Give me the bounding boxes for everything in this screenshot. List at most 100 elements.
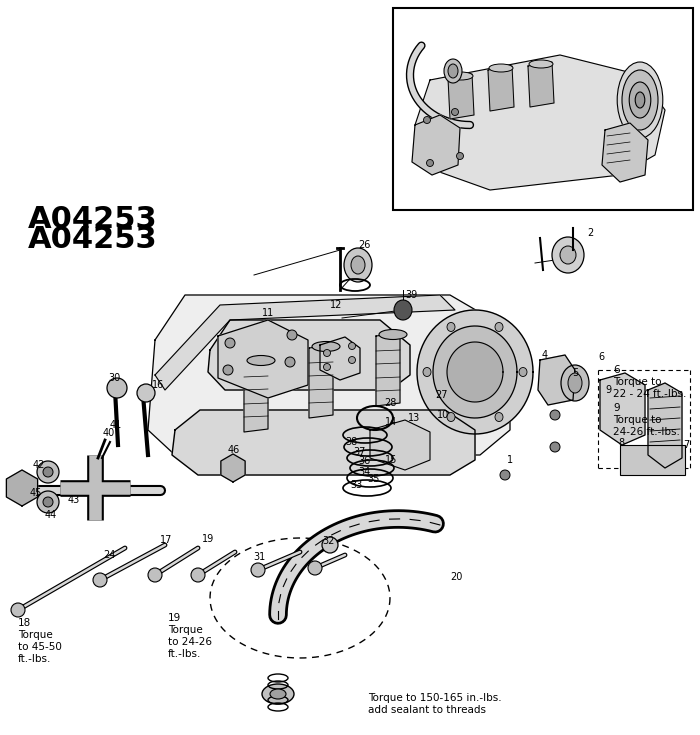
Text: 33: 33 [350, 480, 363, 490]
Ellipse shape [423, 368, 431, 376]
Polygon shape [376, 333, 400, 406]
Text: 41: 41 [110, 420, 122, 430]
Ellipse shape [11, 603, 25, 617]
Text: 15: 15 [385, 455, 398, 465]
Ellipse shape [500, 470, 510, 480]
Ellipse shape [426, 159, 433, 167]
Polygon shape [417, 310, 533, 434]
Text: 9: 9 [605, 385, 611, 395]
Ellipse shape [308, 561, 322, 575]
Ellipse shape [137, 384, 155, 402]
Polygon shape [221, 454, 245, 482]
Ellipse shape [37, 491, 59, 513]
Ellipse shape [93, 573, 107, 587]
Text: 39: 39 [405, 290, 417, 300]
Text: Torque to: Torque to [613, 377, 662, 387]
Text: 34: 34 [358, 467, 370, 477]
Text: 7: 7 [683, 440, 689, 450]
Polygon shape [488, 66, 514, 111]
Polygon shape [602, 123, 648, 182]
Polygon shape [447, 342, 503, 402]
Ellipse shape [452, 109, 458, 115]
Ellipse shape [622, 70, 658, 130]
Ellipse shape [323, 364, 330, 370]
Ellipse shape [456, 152, 463, 159]
Text: 20: 20 [450, 572, 463, 582]
Polygon shape [538, 355, 575, 405]
Text: 19: 19 [202, 534, 214, 544]
Text: Torque to 150-165 in.-lbs.: Torque to 150-165 in.-lbs. [368, 693, 502, 703]
Text: ft.-lbs.: ft.-lbs. [168, 649, 202, 659]
Ellipse shape [550, 410, 560, 420]
Text: A04253: A04253 [28, 205, 158, 234]
Ellipse shape [287, 330, 297, 340]
Polygon shape [412, 115, 460, 175]
Text: Torque: Torque [18, 630, 52, 640]
Text: 26: 26 [358, 240, 370, 250]
Text: 6: 6 [613, 365, 620, 375]
Polygon shape [528, 62, 554, 107]
Ellipse shape [447, 323, 455, 331]
Polygon shape [172, 410, 475, 475]
Ellipse shape [43, 467, 53, 477]
Bar [620, 445, 685, 475]
Text: 42: 42 [33, 460, 46, 470]
Ellipse shape [323, 350, 330, 356]
Polygon shape [148, 295, 510, 455]
Text: 17: 17 [160, 535, 172, 545]
Ellipse shape [495, 412, 503, 422]
Text: 10: 10 [437, 410, 449, 420]
Text: 24: 24 [103, 550, 116, 560]
Ellipse shape [568, 373, 582, 393]
Text: Torque: Torque [168, 625, 203, 635]
Text: to 24-26: to 24-26 [168, 637, 212, 647]
Bar [393, 8, 693, 210]
Text: add sealant to threads: add sealant to threads [368, 705, 486, 715]
Text: 14: 14 [385, 417, 398, 427]
Polygon shape [309, 345, 333, 418]
Ellipse shape [349, 356, 356, 364]
Polygon shape [320, 337, 360, 380]
Ellipse shape [394, 300, 412, 320]
Ellipse shape [489, 64, 513, 72]
Ellipse shape [447, 412, 455, 422]
Text: 9: 9 [613, 403, 620, 413]
Ellipse shape [225, 338, 235, 348]
Text: 32: 32 [322, 536, 335, 546]
Text: Torque to: Torque to [613, 415, 662, 425]
Polygon shape [415, 55, 665, 190]
Text: 19: 19 [168, 613, 181, 623]
Text: A04253: A04253 [28, 225, 158, 254]
Ellipse shape [529, 60, 553, 68]
Ellipse shape [191, 568, 205, 582]
Ellipse shape [495, 323, 503, 331]
Polygon shape [6, 470, 38, 506]
Ellipse shape [550, 442, 560, 452]
Text: 12: 12 [330, 300, 342, 310]
Ellipse shape [312, 342, 340, 351]
Text: 18: 18 [18, 618, 32, 628]
Ellipse shape [285, 357, 295, 367]
Ellipse shape [379, 329, 407, 340]
Polygon shape [218, 320, 308, 398]
Text: 1: 1 [507, 455, 513, 465]
Ellipse shape [629, 82, 651, 118]
Text: 46: 46 [228, 445, 240, 455]
Polygon shape [448, 74, 474, 119]
Ellipse shape [107, 378, 127, 398]
Polygon shape [370, 420, 430, 470]
Ellipse shape [449, 72, 473, 80]
Ellipse shape [560, 246, 576, 264]
Text: ft.-lbs.: ft.-lbs. [18, 654, 51, 664]
Text: 24-26 ft.-lbs.: 24-26 ft.-lbs. [613, 427, 680, 437]
Text: 44: 44 [45, 510, 57, 520]
Ellipse shape [37, 461, 59, 483]
Text: 31: 31 [253, 552, 265, 562]
Text: to 45-50: to 45-50 [18, 642, 62, 652]
Ellipse shape [617, 62, 663, 138]
Ellipse shape [251, 563, 265, 577]
Text: 30: 30 [108, 373, 120, 383]
Ellipse shape [519, 368, 527, 376]
Ellipse shape [148, 568, 162, 582]
Ellipse shape [262, 684, 294, 704]
